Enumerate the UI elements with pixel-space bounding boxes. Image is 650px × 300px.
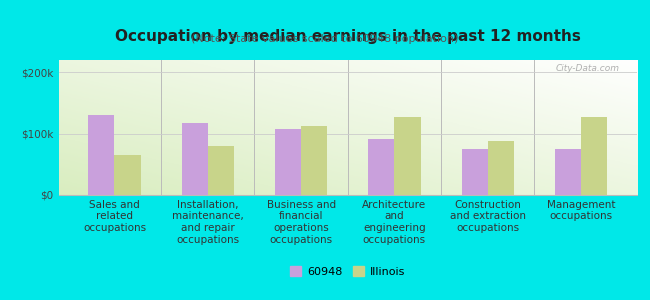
Bar [395,117,421,195]
Text: (Note: State values scaled to 60948 population): (Note: State values scaled to 60948 popu… [191,34,459,44]
Bar [275,129,301,195]
Bar [369,139,395,195]
Legend: 60948, Illinois: 60948, Illinois [286,262,410,281]
Text: City-Data.com: City-Data.com [556,64,619,73]
Bar [114,155,140,195]
Bar [555,149,581,195]
Bar [208,146,234,195]
Bar [181,123,208,195]
Bar [462,149,488,195]
Bar [88,115,114,195]
Bar [301,126,327,195]
Bar [581,117,607,195]
Title: Occupation by median earnings in the past 12 months: Occupation by median earnings in the pas… [115,28,580,44]
Bar [488,141,514,195]
